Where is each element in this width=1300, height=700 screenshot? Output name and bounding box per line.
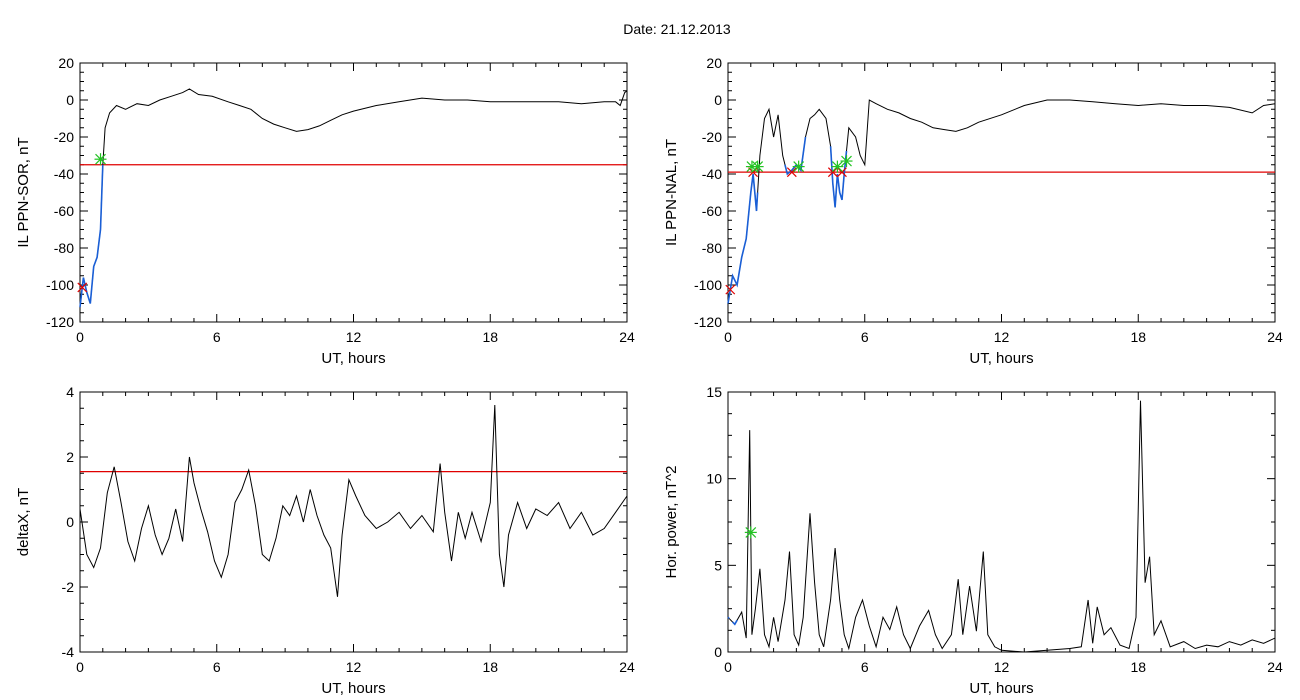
y-tick-label: -100 <box>46 277 74 293</box>
highlight-segment <box>79 164 104 308</box>
y-axis-label: Hor. power, nT^2 <box>663 466 680 579</box>
x-tick-label: 18 <box>1130 659 1146 675</box>
event-end-marker <box>751 160 764 173</box>
event-start-marker-stroke-b <box>786 167 797 178</box>
event-start-marker-stroke-b <box>837 167 847 178</box>
y-tick-label: 20 <box>58 55 74 71</box>
y-tick-label: -80 <box>702 240 722 256</box>
event-end-marker <box>792 160 805 173</box>
y-tick-label: -20 <box>54 129 74 145</box>
event-start-marker-stroke-b <box>748 167 758 178</box>
event-start-marker <box>837 167 847 178</box>
y-axis-label: IL PPN-NAL, nT <box>663 139 680 246</box>
x-tick-label: 6 <box>213 329 221 345</box>
series-line <box>79 88 628 308</box>
highlight-segment <box>829 146 848 208</box>
event-start-marker-stroke-b <box>77 282 88 293</box>
series-line <box>727 400 1276 653</box>
x-axis-label: UT, hours <box>969 680 1033 697</box>
event-start-marker <box>827 167 838 178</box>
x-tick-label: 0 <box>76 659 84 675</box>
x-axis-label: UT, hours <box>321 350 385 367</box>
event-start-marker <box>725 284 736 295</box>
event-end-marker <box>831 160 844 173</box>
highlight-segment <box>732 619 738 626</box>
panel-il-ppn-nal: 0 6 12 18 24 -120 -100 -80 -60 -40 -20 0 20 UT, hours… <box>663 55 1283 367</box>
y-tick-label: 20 <box>706 55 722 71</box>
x-tick-label: 24 <box>619 329 635 345</box>
x-axis-label: UT, hours <box>969 350 1033 367</box>
y-tick-label: -120 <box>694 314 722 330</box>
x-tick-label: 12 <box>994 659 1010 675</box>
panel-il-ppn-sor: 0 6 12 18 24 -120 -100 -80 -60 -40 -20 0 20 UT, hours… <box>15 55 635 367</box>
highlight-segment <box>784 136 807 176</box>
y-tick-label: 15 <box>706 384 722 400</box>
x-tick-label: 24 <box>619 659 635 675</box>
y-tick-label: 0 <box>714 92 722 108</box>
event-start-marker <box>786 167 797 178</box>
y-tick-label: 0 <box>66 92 74 108</box>
y-tick-label: -4 <box>62 644 75 660</box>
y-tick-label: -60 <box>702 203 722 219</box>
y-tick-label: -60 <box>54 203 74 219</box>
highlight-segment <box>727 616 730 620</box>
x-tick-label: 6 <box>861 329 869 345</box>
x-axis-label: UT, hours <box>321 680 385 697</box>
y-tick-label: -120 <box>46 314 74 330</box>
y-tick-label: -40 <box>702 166 722 182</box>
figure-title: Date: 21.12.2013 <box>623 21 731 37</box>
y-axis-label: IL PPN-SOR, nT <box>15 137 32 247</box>
x-tick-label: 24 <box>1267 329 1283 345</box>
x-tick-label: 12 <box>346 329 362 345</box>
y-tick-label: -100 <box>694 277 722 293</box>
event-start-marker-stroke-b <box>827 167 838 178</box>
x-tick-label: 0 <box>724 329 732 345</box>
y-axis-label: deltaX, nT <box>15 488 32 556</box>
y-tick-label: -40 <box>54 166 74 182</box>
x-tick-label: 6 <box>861 659 869 675</box>
y-tick-label: -2 <box>62 579 75 595</box>
y-tick-label: 0 <box>714 644 722 660</box>
plot-frame <box>727 62 1276 323</box>
y-tick-label: -80 <box>54 240 74 256</box>
series-line <box>79 404 628 597</box>
event-start-marker-stroke-b <box>725 284 736 295</box>
event-start-marker <box>77 282 88 293</box>
y-tick-label: 5 <box>714 557 722 573</box>
y-tick-label: 4 <box>66 384 74 400</box>
x-tick-label: 18 <box>1130 329 1146 345</box>
x-tick-label: 0 <box>76 329 84 345</box>
x-tick-label: 6 <box>213 659 221 675</box>
series-line <box>727 99 1276 304</box>
highlight-segment <box>727 173 759 304</box>
x-tick-label: 0 <box>724 659 732 675</box>
x-tick-label: 18 <box>482 329 498 345</box>
x-tick-label: 24 <box>1267 659 1283 675</box>
x-tick-label: 12 <box>346 659 362 675</box>
y-tick-label: 10 <box>706 471 722 487</box>
event-end-marker <box>744 526 757 539</box>
y-tick-label: 0 <box>66 514 74 530</box>
panel-hor-power: 0 6 12 18 24 0 5 10 15 UT, hours Hor. power, nT^2 <box>663 384 1283 697</box>
plot-frame <box>79 391 628 653</box>
y-tick-label: 2 <box>66 449 74 465</box>
event-end-marker <box>94 153 107 166</box>
x-tick-label: 12 <box>994 329 1010 345</box>
plot-frame <box>727 391 1276 653</box>
event-end-marker <box>840 155 853 168</box>
y-tick-label: -20 <box>702 129 722 145</box>
x-tick-label: 18 <box>482 659 498 675</box>
